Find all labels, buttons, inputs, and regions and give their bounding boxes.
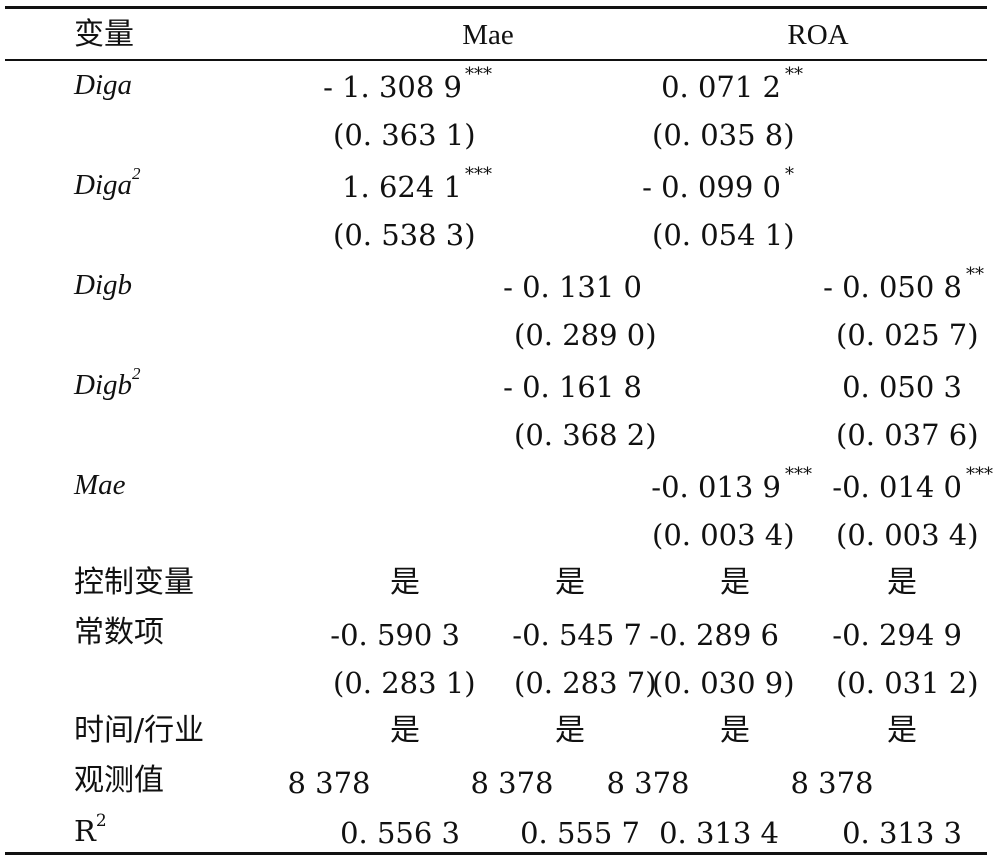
digb-roa-se: (0. 025 7) [836,318,979,352]
diga2-power: 2 [132,164,141,184]
header-rule [5,59,987,61]
diga-mae-se: (0. 363 1) [333,118,476,152]
row-label-controls: 控制变量 [74,565,194,600]
top-rule [5,6,987,9]
controls-c2: 是 [555,565,585,600]
digb2-power: 2 [132,364,141,384]
row-label-digb: Digb [74,269,132,301]
diga-roa-sig: ** [785,64,803,85]
controls-c4: 是 [887,565,917,600]
diga-mae-sig: *** [465,64,492,85]
diga2-mae-sig: *** [465,164,492,185]
controls-c1: 是 [390,565,420,600]
constant-c3-se: (0. 030 9) [652,666,795,700]
r2-c2: 0. 555 7 [520,816,640,850]
constant-c3: -0. 289 6 [649,618,779,652]
digb-mae-coef: - 0. 131 0 [503,270,642,304]
row-label-diga2: Diga2 [74,165,141,202]
row-label-diga: Diga [74,69,132,101]
r2-c1: 0. 556 3 [340,816,460,850]
r2-c4: 0. 313 3 [842,816,962,850]
digb2-roa-se: (0. 037 6) [836,418,979,452]
mae-roa2-coef: -0. 014 0 [832,470,962,504]
diga-mae-coef: - 1. 308 9 [323,70,462,104]
constant-c4-se: (0. 031 2) [836,666,979,700]
digb2-roa-coef: 0. 050 3 [842,370,962,404]
digb-roa-coef: - 0. 050 8 [823,270,962,304]
row-label-observations: 观测值 [74,763,164,798]
digb-roa-sig: ** [966,264,984,285]
mae-roa1-sig: *** [785,464,812,485]
constant-c4: -0. 294 9 [832,618,962,652]
mae-roa1-se: (0. 003 4) [652,518,795,552]
fixed-c2: 是 [555,713,585,748]
diga-roa-coef: 0. 071 2 [661,70,781,104]
constant-c2-se: (0. 283 7) [514,666,657,700]
header-variable: 变量 [74,17,134,52]
digb2-mae-coef: - 0. 161 8 [503,370,642,404]
fixed-c3: 是 [720,713,750,748]
digb2-mae-se: (0. 368 2) [514,418,657,452]
r2-power: 2 [95,811,107,832]
header-mae: Mae [462,19,514,51]
digb2-label-text: Digb [74,369,132,401]
bottom-rule [5,852,987,855]
row-label-r-squared: R2 [74,811,107,848]
r2-label-text: R [74,814,96,848]
header-roa: ROA [787,19,849,51]
mae-roa2-se: (0. 003 4) [836,518,979,552]
mae-roa2-sig: *** [966,464,993,485]
constant-c2: -0. 545 7 [512,618,642,652]
diga2-mae-se: (0. 538 3) [333,218,476,252]
constant-c1: -0. 590 3 [330,618,460,652]
diga2-label-text: Diga [74,169,132,201]
row-label-mae: Mae [74,469,126,501]
digb-mae-se: (0. 289 0) [514,318,657,352]
obs-c1: 8 378 [287,766,371,800]
r2-c3: 0. 313 4 [659,816,779,850]
obs-c2: 8 378 [470,766,554,800]
row-label-constant: 常数项 [74,615,164,650]
diga2-mae-coef: 1. 624 1 [342,170,462,204]
controls-c3: 是 [720,565,750,600]
obs-c4: 8 378 [790,766,874,800]
obs-c3: 8 378 [606,766,690,800]
diga2-roa-sig: * [785,164,794,185]
diga-roa-se: (0. 035 8) [652,118,795,152]
diga2-roa-coef: - 0. 099 0 [642,170,781,204]
constant-c1-se: (0. 283 1) [333,666,476,700]
fixed-c1: 是 [390,713,420,748]
row-label-fixed-effects: 时间/行业 [74,713,205,748]
mae-roa1-coef: -0. 013 9 [651,470,781,504]
diga2-roa-se: (0. 054 1) [652,218,795,252]
row-label-digb2: Digb2 [74,365,141,402]
fixed-c4: 是 [887,713,917,748]
